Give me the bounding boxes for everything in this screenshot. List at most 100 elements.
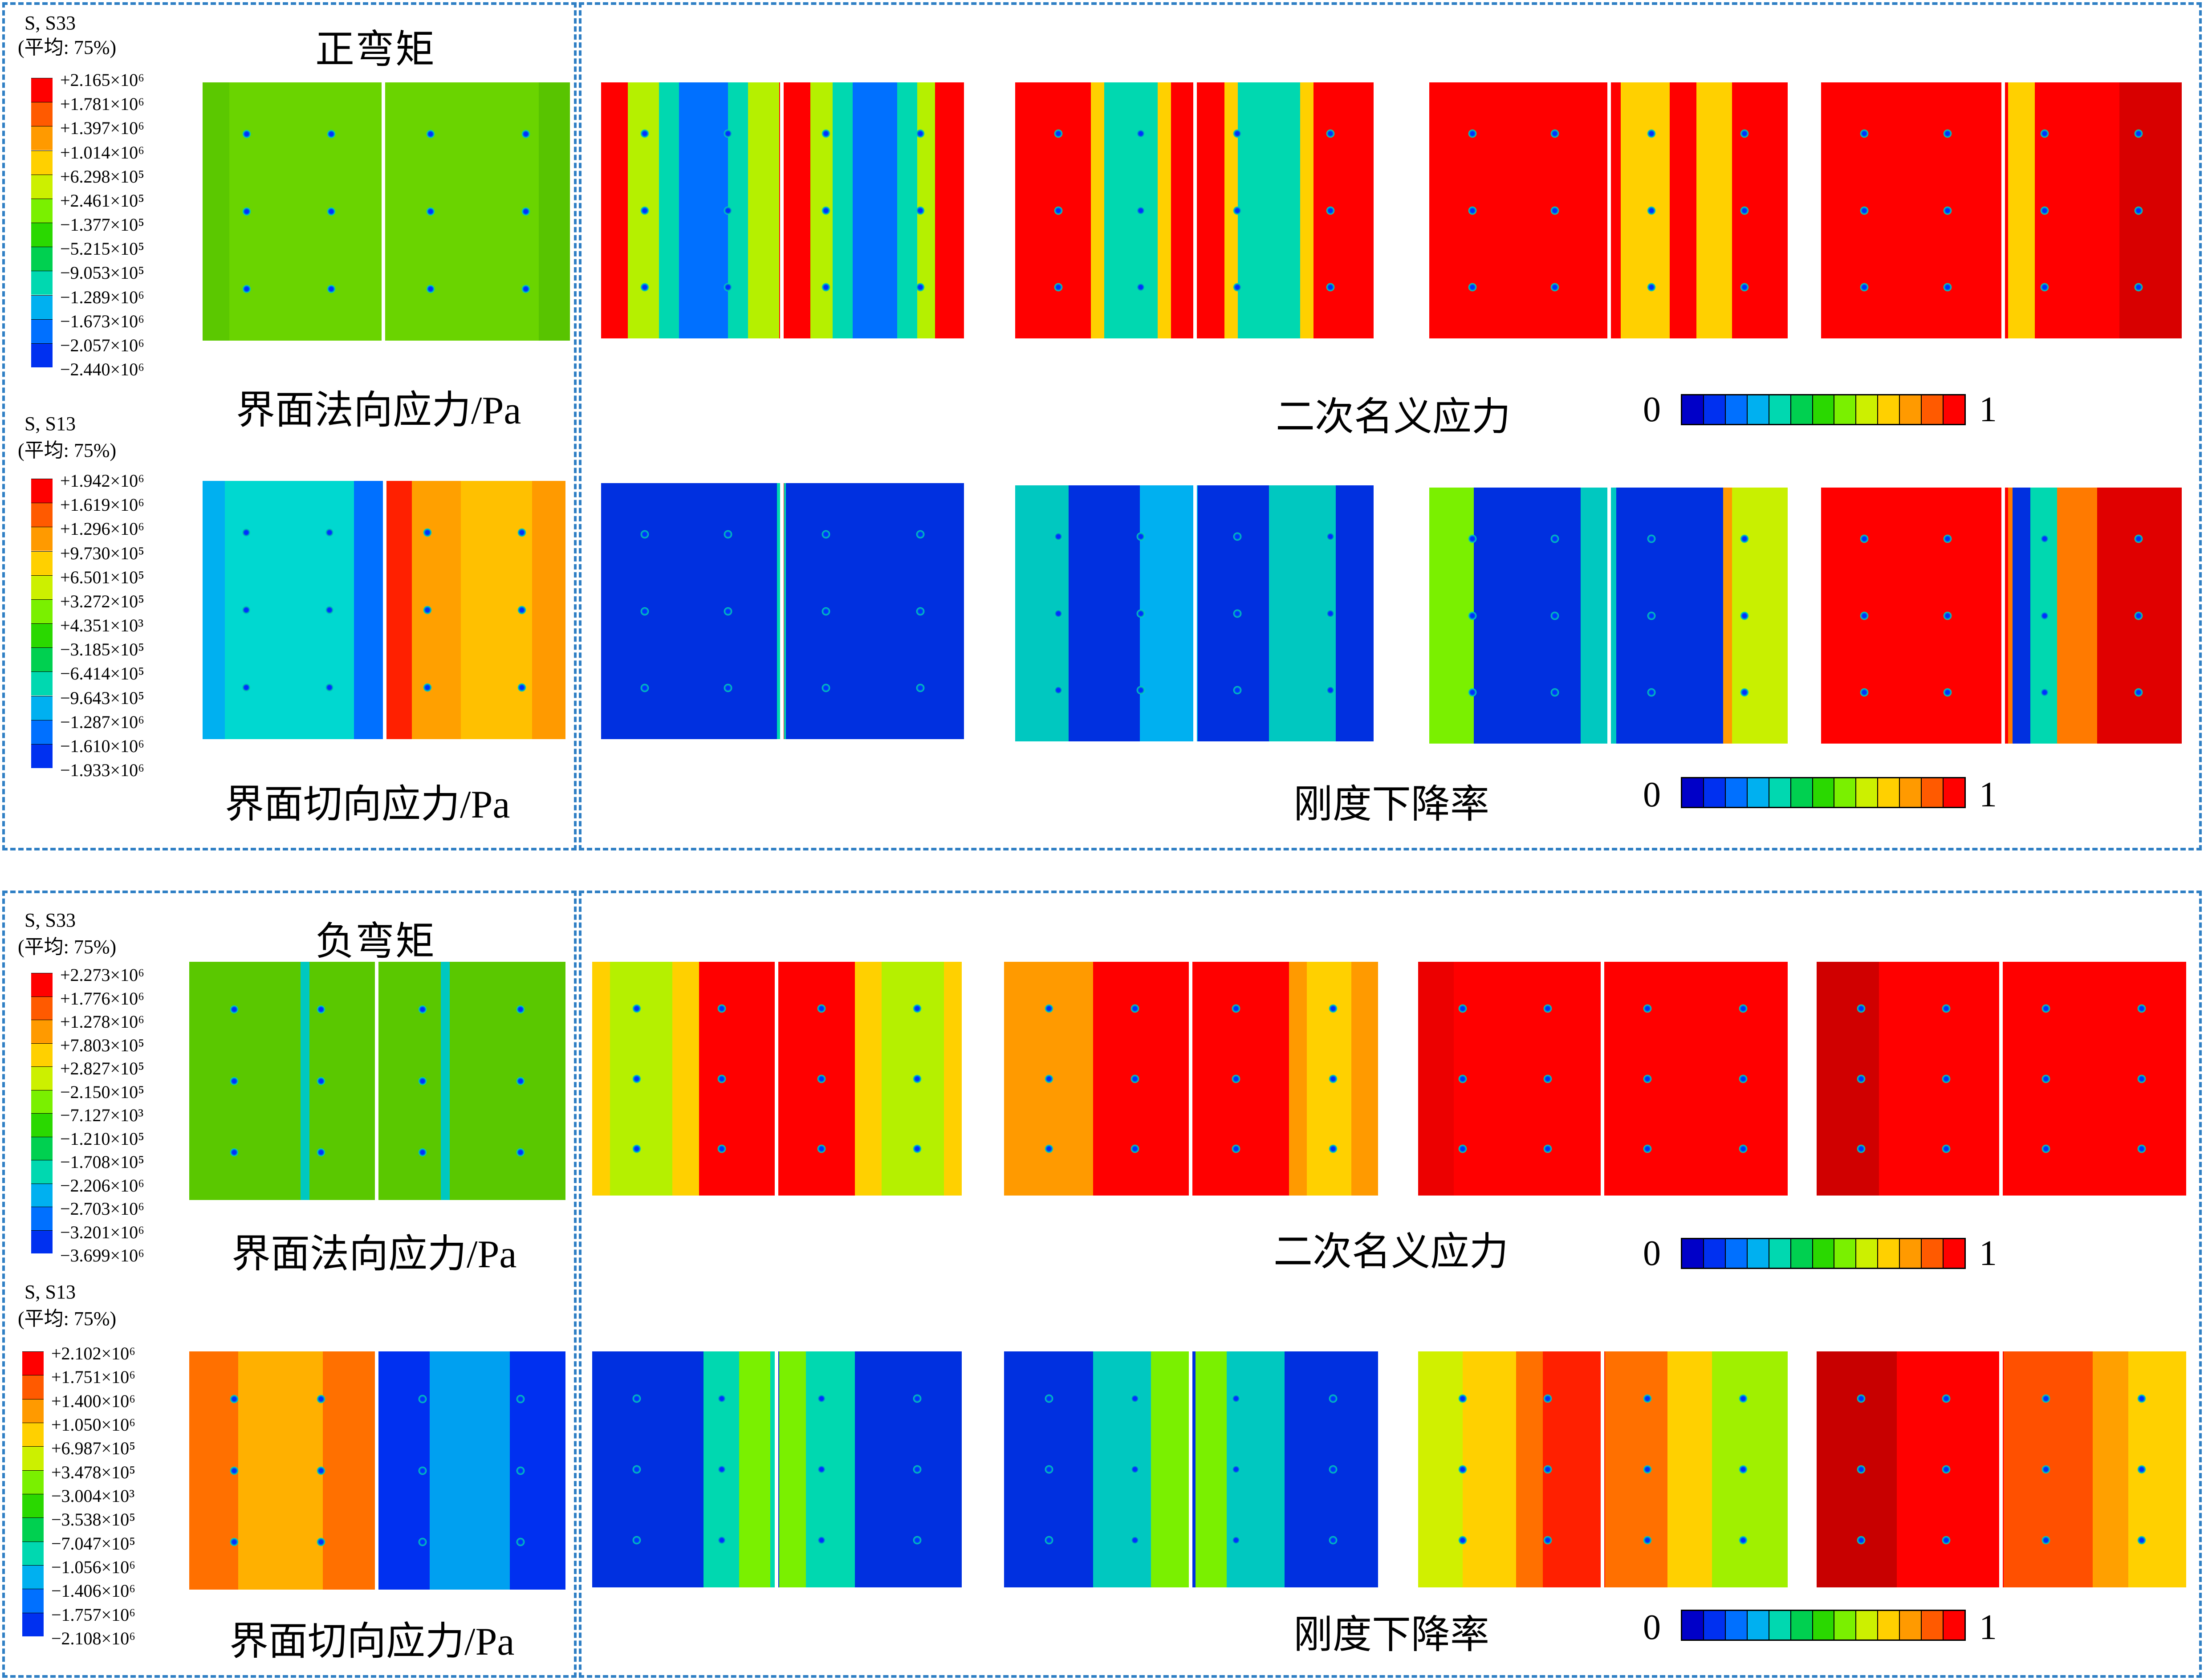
colorbar-cell — [1922, 1239, 1944, 1268]
negative-moment-title: 负弯矩 — [315, 920, 436, 964]
contour-pos-stiff-2 — [1015, 485, 1374, 741]
bolt-hole-marker — [1130, 1536, 1139, 1545]
bolt-hole-marker — [1739, 1536, 1748, 1545]
bolt-hole-marker — [1860, 129, 1869, 138]
bolt-hole-marker — [418, 1148, 427, 1157]
legend-value: −2.150×10⁵ — [60, 1082, 145, 1102]
colorbar-cell — [1813, 395, 1835, 424]
bolt-hole-marker — [2137, 1074, 2147, 1083]
legend-averaging: (平均: 75%) — [18, 936, 117, 958]
bolt-hole-marker — [516, 1466, 525, 1475]
bolt-hole-marker — [2040, 611, 2049, 620]
bolt-hole-marker — [2137, 1536, 2147, 1545]
legend-swatch — [31, 671, 53, 696]
bolt-hole-marker — [817, 1144, 826, 1153]
bolt-hole-marker — [916, 206, 925, 215]
legend-swatch — [31, 527, 53, 551]
colorbar — [1681, 1610, 1966, 1641]
bolt-hole-marker — [640, 206, 649, 215]
contour-pos-quad-4 — [1821, 82, 2182, 338]
bolt-hole-marker — [1233, 206, 1242, 215]
bolt-hole-marker — [1233, 609, 1242, 618]
legend-value: −7.047×10⁵ — [51, 1533, 136, 1554]
bolt-hole-marker — [1044, 1074, 1053, 1083]
bolt-hole-marker — [913, 1074, 922, 1083]
bolt-hole-marker — [1136, 206, 1145, 215]
legend-value: −1.673×10⁶ — [60, 311, 145, 331]
colorbar-cell — [1856, 1611, 1879, 1639]
bolt-hole-marker — [1860, 611, 1869, 620]
bolt-hole-marker — [1740, 129, 1749, 138]
bolt-hole-marker — [1458, 1536, 1467, 1545]
legend-value: +1.776×10⁶ — [60, 988, 145, 1009]
legend-value: +1.942×10⁶ — [60, 471, 145, 491]
legend-swatch — [31, 223, 53, 247]
label-stiffness-neg: 刚度下降率 — [1293, 1614, 1490, 1657]
colorbar-cell — [1682, 1239, 1704, 1268]
legend-value: −9.053×10⁵ — [60, 263, 145, 283]
colorbar-cell — [1856, 778, 1879, 807]
colorbar-cell — [1769, 778, 1791, 807]
bolt-hole-marker — [1550, 688, 1559, 697]
colorbar — [1681, 1238, 1966, 1269]
bolt-hole-marker — [913, 1004, 922, 1013]
colorbar-cell — [1725, 778, 1748, 807]
contour-neg-stiff-4 — [1817, 1351, 2186, 1587]
colorbar-cell — [1856, 395, 1879, 424]
legend-value: −3.699×10⁶ — [60, 1245, 145, 1265]
legend-value: +3.478×10⁵ — [51, 1462, 136, 1482]
legend-value: −3.004×10³ — [51, 1486, 135, 1506]
legend-variable: S, S33 — [24, 909, 76, 931]
bolt-hole-marker — [1550, 611, 1559, 620]
bolt-hole-marker — [2134, 206, 2143, 215]
bolt-hole-marker — [1326, 206, 1335, 215]
bolt-hole-marker — [724, 606, 733, 616]
bolt-hole-marker — [1647, 129, 1656, 138]
legend-value: −2.108×10⁶ — [51, 1628, 136, 1648]
bolt-hole-marker — [2137, 1004, 2147, 1013]
colorbar-cell — [1747, 1611, 1769, 1639]
legend-variable: S, S33 — [24, 12, 76, 34]
bolt-hole-marker — [521, 130, 530, 138]
bolt-hole-marker — [640, 283, 649, 292]
legend-value: −2.057×10⁶ — [60, 335, 145, 355]
bolt-hole-marker — [1643, 1004, 1652, 1013]
colorbar-cell — [1944, 1611, 1964, 1639]
colorbar-cell — [1878, 1611, 1900, 1639]
bolt-hole-marker — [1130, 1004, 1139, 1013]
legend-value: −2.703×10⁶ — [60, 1199, 145, 1219]
frame-negative-left — [2, 891, 577, 1678]
colorbar-cell — [1856, 1239, 1879, 1268]
bolt-hole-marker — [1740, 206, 1749, 215]
bolt-hole-marker — [640, 530, 649, 539]
bolt-hole-marker — [1326, 609, 1335, 618]
bolt-hole-marker — [724, 283, 733, 292]
contour-neg-s13 — [189, 1351, 565, 1590]
legend-swatch — [22, 1375, 44, 1399]
frame-positive-right — [579, 2, 2202, 850]
bolt-hole-marker — [724, 683, 733, 692]
colorbar-cell — [1791, 395, 1813, 424]
legend-swatch — [31, 271, 53, 295]
bolt-hole-marker — [1740, 611, 1749, 620]
contour-pos-s13 — [203, 481, 565, 739]
bolt-hole-marker — [2137, 1465, 2147, 1474]
label-shear-stress-neg: 界面切向应力/Pa — [229, 1620, 515, 1664]
bolt-hole-marker — [1233, 532, 1242, 541]
colorbar-cell — [1747, 778, 1769, 807]
legend-swatch — [31, 1183, 53, 1207]
bolt-hole-marker — [1329, 1004, 1338, 1013]
legend-swatch — [31, 247, 53, 271]
colorbar-max: 1 — [1979, 1234, 1997, 1273]
colorbar-cell — [1900, 778, 1922, 807]
colorbar-max: 1 — [1979, 390, 1997, 429]
legend-swatch — [31, 198, 53, 223]
bolt-hole-marker — [1231, 1074, 1240, 1083]
legend-swatch — [31, 1066, 53, 1090]
legend-swatch — [31, 996, 53, 1020]
bolt-hole-marker — [1130, 1465, 1139, 1474]
bolt-hole-marker — [817, 1004, 826, 1013]
legend-value: +1.397×10⁶ — [60, 118, 145, 138]
colorbar-cell — [1769, 395, 1791, 424]
bolt-hole-marker — [418, 1538, 427, 1546]
